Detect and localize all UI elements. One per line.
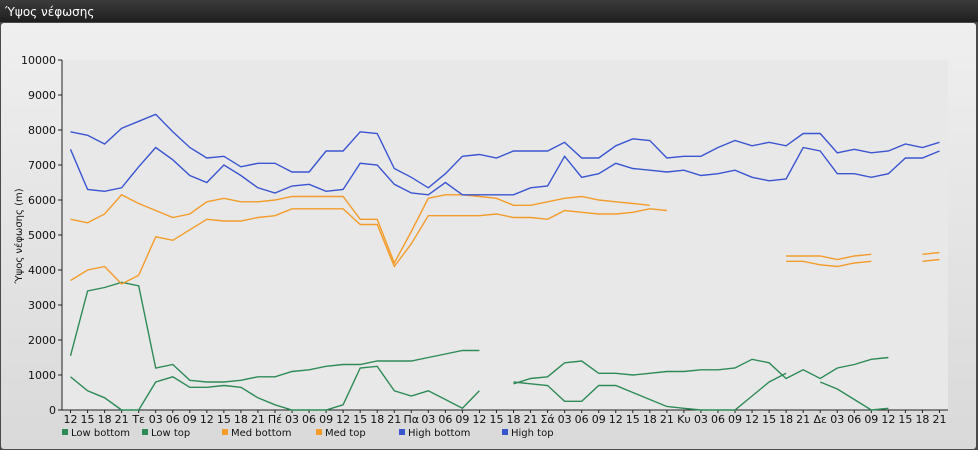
legend-label: Med top bbox=[325, 428, 366, 439]
x-tick-label: 09 bbox=[319, 413, 333, 426]
x-tick-label: 21 bbox=[796, 413, 810, 426]
legend-swatch bbox=[62, 429, 68, 435]
x-tick-label: 09 bbox=[728, 413, 742, 426]
x-tick-label: 03 bbox=[558, 413, 572, 426]
x-tick-label: 15 bbox=[353, 413, 367, 426]
series-line-high-top bbox=[70, 113, 940, 189]
legend-swatch bbox=[502, 429, 508, 435]
legend-item: Low top bbox=[142, 428, 190, 439]
x-tick-label: Σά bbox=[540, 413, 554, 426]
y-axis-title: Ύψος νέφωσης (m) bbox=[13, 188, 25, 284]
y-tick-label: 5000 bbox=[28, 229, 56, 242]
window-title: Ύψος νέφωσης bbox=[5, 5, 95, 19]
legend-label: High top bbox=[511, 428, 554, 439]
x-tick-label: 09 bbox=[455, 413, 469, 426]
x-tick-label: 12 bbox=[745, 413, 759, 426]
chart-axes: 0 1000 2000 3000 4000 5000 6000 7000 8000 9000 100… bbox=[21, 54, 948, 426]
x-tick-label: 18 bbox=[779, 413, 793, 426]
x-tick-label: 12 bbox=[609, 413, 623, 426]
legend-swatch bbox=[399, 429, 405, 435]
x-tick-label: 21 bbox=[524, 413, 538, 426]
x-tick-label: 06 bbox=[166, 413, 180, 426]
x-tick-label: 21 bbox=[660, 413, 674, 426]
y-tick-label: 4000 bbox=[28, 264, 56, 277]
legend-item: Low bottom bbox=[62, 428, 130, 439]
x-tick-label: 03 bbox=[149, 413, 163, 426]
legend-item: Med bottom bbox=[222, 428, 291, 439]
x-tick-label: 15 bbox=[898, 413, 912, 426]
x-tick-label: 06 bbox=[302, 413, 316, 426]
x-tick-label: 03 bbox=[285, 413, 299, 426]
x-tick-label: 12 bbox=[200, 413, 214, 426]
y-tick-label: 10000 bbox=[21, 54, 56, 67]
chart-legend: Low bottom Low top Med bottom Med top High b… bbox=[62, 428, 554, 439]
x-tick-label: 06 bbox=[711, 413, 725, 426]
y-tick-label: 6000 bbox=[28, 194, 56, 207]
y-tick-label: 9000 bbox=[28, 89, 56, 102]
plot-area bbox=[62, 60, 948, 410]
legend-swatch bbox=[142, 429, 148, 435]
x-tick-label: 21 bbox=[115, 413, 129, 426]
legend-item: High bottom bbox=[399, 428, 470, 439]
y-tick-label: 2000 bbox=[28, 334, 56, 347]
y-tick-label: 3000 bbox=[28, 299, 56, 312]
x-tick-label: 06 bbox=[438, 413, 452, 426]
x-tick-label: Δε bbox=[813, 413, 827, 426]
x-tick-label: 18 bbox=[370, 413, 384, 426]
chart-series bbox=[69, 113, 940, 411]
x-tick-label: Πέ bbox=[268, 413, 282, 426]
legend-item: Med top bbox=[316, 428, 366, 439]
legend-label: Low bottom bbox=[71, 428, 130, 439]
x-tick-label: 18 bbox=[915, 413, 929, 426]
series-line-high-bottom bbox=[69, 146, 940, 196]
x-tick-label: 21 bbox=[251, 413, 265, 426]
x-tick-label: 15 bbox=[489, 413, 503, 426]
x-tick-label: 15 bbox=[217, 413, 231, 426]
x-tick-label: 12 bbox=[336, 413, 350, 426]
window-titlebar: Ύψος νέφωσης bbox=[0, 0, 978, 22]
x-tick-label: Τε bbox=[131, 413, 145, 426]
legend-label: Low top bbox=[151, 428, 190, 439]
x-tick-label: 15 bbox=[626, 413, 640, 426]
x-tick-label: 09 bbox=[864, 413, 878, 426]
legend-swatch bbox=[316, 429, 322, 435]
x-tick-label: 12 bbox=[64, 413, 78, 426]
x-tick-label: 03 bbox=[694, 413, 708, 426]
x-tick-label: 18 bbox=[234, 413, 248, 426]
y-tick-label: 8000 bbox=[28, 124, 56, 137]
x-tick-label: 06 bbox=[575, 413, 589, 426]
x-tick-label: 15 bbox=[81, 413, 95, 426]
x-tick-label: Πα bbox=[404, 413, 420, 426]
x-tick-label: 06 bbox=[847, 413, 861, 426]
x-tick-label: 18 bbox=[507, 413, 521, 426]
x-tick-label: 09 bbox=[592, 413, 606, 426]
series-line-low-bottom bbox=[70, 365, 889, 411]
series-line-low-top bbox=[69, 281, 889, 385]
x-tick-label: 18 bbox=[98, 413, 112, 426]
x-tick-label: 03 bbox=[421, 413, 435, 426]
x-tick-label: 21 bbox=[387, 413, 401, 426]
y-tick-label: 1000 bbox=[28, 369, 56, 382]
x-tick-label: 12 bbox=[881, 413, 895, 426]
legend-label: Med bottom bbox=[231, 428, 291, 439]
x-tick-label: 09 bbox=[183, 413, 197, 426]
legend-label: High bottom bbox=[408, 428, 470, 439]
x-tick-label: 18 bbox=[643, 413, 657, 426]
x-tick-label: 15 bbox=[762, 413, 776, 426]
series-line-med-bottom bbox=[70, 208, 940, 285]
x-tick-label: 03 bbox=[830, 413, 844, 426]
y-tick-label: 0 bbox=[49, 404, 56, 417]
x-tick-label: 12 bbox=[472, 413, 486, 426]
series-line-med-top bbox=[70, 193, 940, 265]
x-tick-label: 21 bbox=[932, 413, 946, 426]
legend-swatch bbox=[222, 429, 228, 435]
y-tick-label: 7000 bbox=[28, 159, 56, 172]
x-tick-label: Κυ bbox=[677, 413, 691, 426]
legend-item: High top bbox=[502, 428, 554, 439]
